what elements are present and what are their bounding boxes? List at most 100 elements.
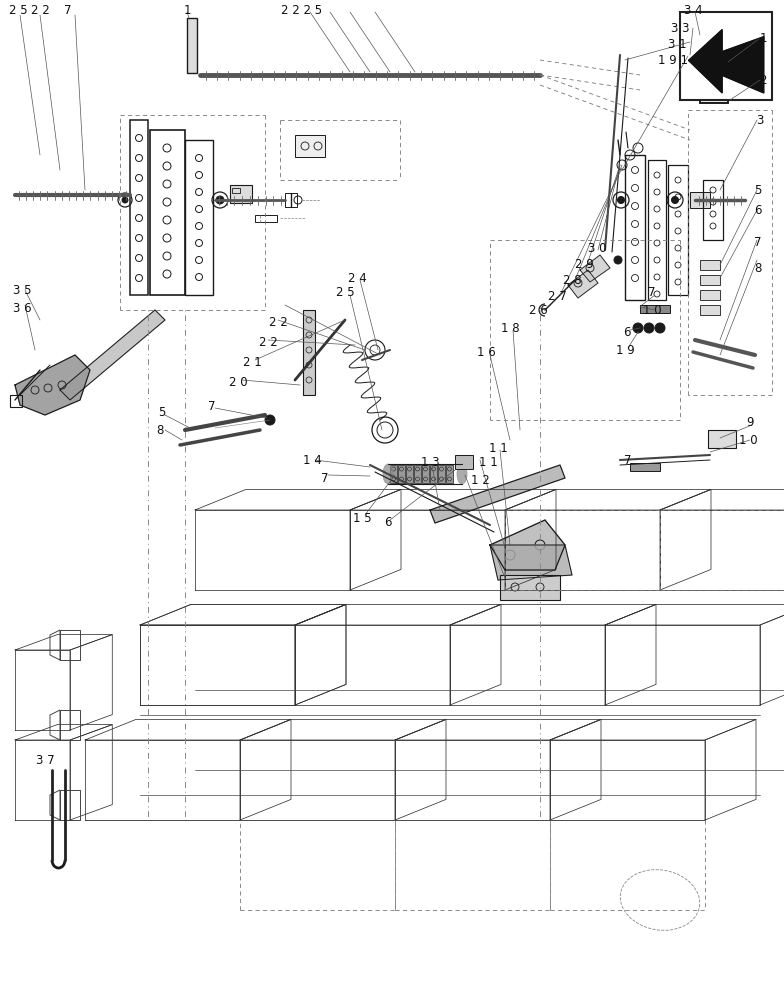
- Bar: [625, 155, 645, 300]
- Bar: [648, 160, 666, 300]
- Text: 1 5: 1 5: [353, 512, 372, 524]
- Text: 1 9: 1 9: [615, 344, 634, 357]
- Text: 2 7: 2 7: [548, 290, 566, 302]
- Polygon shape: [568, 270, 598, 298]
- Bar: [630, 463, 660, 471]
- Circle shape: [644, 323, 654, 333]
- Text: 1 6: 1 6: [477, 347, 495, 360]
- Text: 1 0: 1 0: [643, 304, 662, 316]
- Bar: [680, 18, 708, 83]
- Bar: [700, 290, 720, 300]
- Bar: [640, 305, 670, 313]
- Text: 2 5: 2 5: [336, 286, 354, 298]
- Text: 2: 2: [759, 74, 767, 87]
- Text: 5: 5: [158, 406, 165, 418]
- Text: 1: 1: [183, 3, 191, 16]
- Text: 6: 6: [623, 326, 631, 338]
- Text: 1: 1: [759, 31, 767, 44]
- Text: 1 1: 1 1: [488, 442, 507, 454]
- Ellipse shape: [457, 464, 467, 484]
- Circle shape: [618, 196, 625, 204]
- Circle shape: [614, 256, 622, 264]
- Text: 1 8: 1 8: [501, 322, 519, 334]
- Circle shape: [672, 196, 678, 204]
- Ellipse shape: [383, 464, 393, 484]
- Text: 1 1: 1 1: [478, 456, 497, 470]
- Bar: [690, 192, 710, 208]
- Polygon shape: [60, 310, 165, 400]
- Text: 7: 7: [754, 235, 762, 248]
- Bar: [703, 180, 723, 240]
- Circle shape: [265, 415, 275, 425]
- Bar: [708, 430, 736, 448]
- Text: 1 3: 1 3: [421, 456, 439, 470]
- Text: 7: 7: [209, 400, 216, 414]
- Polygon shape: [430, 465, 565, 523]
- Polygon shape: [490, 545, 572, 580]
- Bar: [406, 465, 413, 483]
- Bar: [700, 275, 720, 285]
- Circle shape: [122, 197, 128, 203]
- Text: 2 2 2 5: 2 2 2 5: [281, 3, 322, 16]
- Text: 3 6: 3 6: [13, 302, 31, 314]
- Bar: [390, 465, 397, 483]
- Text: 3: 3: [757, 113, 764, 126]
- Bar: [668, 165, 688, 295]
- Text: 2 2: 2 2: [31, 3, 49, 16]
- Text: 2 6: 2 6: [528, 304, 547, 318]
- Circle shape: [655, 323, 665, 333]
- Text: 2 1: 2 1: [242, 356, 261, 368]
- Text: 7: 7: [648, 286, 655, 300]
- Text: 3 1: 3 1: [668, 38, 686, 51]
- Bar: [446, 465, 453, 483]
- Bar: [430, 465, 437, 483]
- Bar: [185, 140, 213, 295]
- Bar: [10, 395, 22, 407]
- Text: 1 9 1: 1 9 1: [658, 53, 688, 66]
- Bar: [303, 310, 315, 395]
- Bar: [680, 18, 708, 83]
- Bar: [700, 260, 720, 270]
- Bar: [455, 455, 473, 469]
- Text: 3 0: 3 0: [588, 241, 606, 254]
- Polygon shape: [580, 255, 610, 282]
- Polygon shape: [688, 30, 764, 93]
- Text: 1 2: 1 2: [470, 474, 489, 487]
- Bar: [680, 12, 772, 100]
- Text: 2 0: 2 0: [229, 375, 247, 388]
- Text: 7: 7: [64, 3, 72, 16]
- Text: 1 0: 1 0: [739, 434, 757, 446]
- Bar: [438, 465, 445, 483]
- Text: 2 5: 2 5: [9, 3, 27, 16]
- Polygon shape: [490, 520, 565, 570]
- Text: 3 7: 3 7: [36, 754, 54, 766]
- Text: 5: 5: [754, 184, 762, 196]
- Bar: [398, 465, 405, 483]
- Bar: [414, 465, 421, 483]
- Bar: [130, 120, 148, 295]
- Text: 2 4: 2 4: [347, 271, 366, 284]
- Bar: [700, 305, 720, 315]
- Bar: [150, 130, 185, 295]
- Circle shape: [216, 196, 224, 204]
- Bar: [285, 193, 297, 207]
- Bar: [500, 575, 560, 600]
- Text: 1 4: 1 4: [303, 454, 321, 466]
- Text: 6: 6: [754, 204, 762, 217]
- Text: 6: 6: [384, 516, 392, 528]
- Text: 2 9: 2 9: [575, 258, 593, 271]
- Text: 2 2: 2 2: [269, 316, 288, 328]
- Bar: [255, 215, 277, 222]
- Bar: [232, 188, 240, 193]
- Text: 8: 8: [156, 424, 164, 436]
- Bar: [187, 18, 197, 73]
- Bar: [230, 185, 252, 203]
- Bar: [422, 465, 429, 483]
- Bar: [700, 35, 728, 103]
- Text: 3 3: 3 3: [671, 21, 689, 34]
- Text: 9: 9: [746, 416, 753, 430]
- Bar: [700, 35, 728, 103]
- Text: 2 2: 2 2: [259, 336, 278, 349]
- Circle shape: [633, 323, 643, 333]
- Text: 3 5: 3 5: [13, 284, 31, 296]
